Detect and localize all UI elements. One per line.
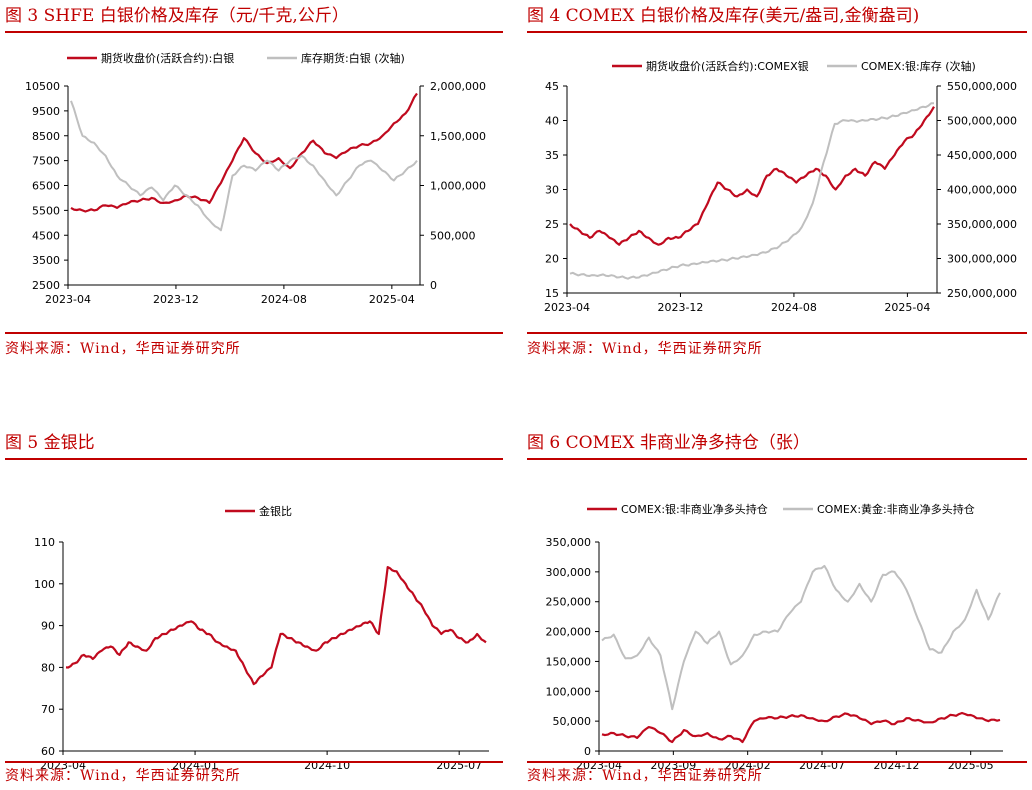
comex-net-long-chart: 0 50,000 100,000 150,000 200,000 250,000 300,0…	[546, 502, 1003, 772]
y2-tick-label: 1,500,000	[430, 130, 486, 143]
y-tick-label: 300,000	[546, 566, 592, 579]
y-tick-label: 100	[34, 578, 55, 591]
y2-tick-label: 550,000,000	[947, 80, 1017, 93]
y2-tick-label: 250,000,000	[947, 287, 1017, 300]
y-tick-label: 100,000	[546, 685, 592, 698]
chart-title: 图 6 COMEX 非商业净多持仓（张）	[527, 433, 810, 453]
y2-tick-label: 450,000,000	[947, 149, 1017, 162]
y-tick-label: 110	[34, 536, 55, 549]
y2-tick-label: 400,000,000	[947, 184, 1017, 197]
x-tick-label: 2023-12	[153, 293, 199, 306]
y-tick-label: 0	[584, 745, 591, 758]
source-note: 资料来源：Wind，华西证券研究所	[5, 341, 241, 357]
y-tick-label: 3500	[32, 254, 60, 267]
y-tick-label: 70	[41, 703, 55, 716]
title-underline	[527, 31, 1027, 33]
title-underline	[5, 458, 503, 460]
x-tick-label: 2024-08	[261, 293, 307, 306]
y-tick-label: 5500	[32, 204, 60, 217]
y-tick-label: 50,000	[553, 715, 592, 728]
y-tick-label: 4500	[32, 229, 60, 242]
y-tick-label: 35	[545, 149, 559, 162]
y-tick-label: 80	[41, 661, 55, 674]
y-tick-label: 20	[545, 253, 559, 266]
legend-label-0: COMEX:银:非商业净多头持仓	[621, 502, 768, 516]
y-tick-label: 40	[545, 115, 559, 128]
source-divider	[527, 332, 1027, 334]
x-tick-label: 2024-08	[771, 301, 817, 314]
y2-tick-label: 300,000,000	[947, 253, 1017, 266]
chart-panel-3: 图 3 SHFE 白银价格及库存（元/千克,公斤） 2500 3500 4500 55…	[5, 4, 503, 364]
y2-tick-label: 500,000,000	[947, 115, 1017, 128]
legend-label-0: 期货收盘价(活跃合约):白银	[101, 51, 234, 65]
source-note: 资料来源：Wind，华西证券研究所	[527, 768, 763, 784]
chart-title: 图 5 金银比	[5, 433, 95, 453]
shfe-silver-chart: 2500 3500 4500 5500 6500 7500 8500 9500 10500 0 50…	[25, 51, 486, 306]
y-tick-label: 45	[545, 80, 559, 93]
y-tick-label: 250,000	[546, 596, 592, 609]
x-tick-label: 2023-04	[45, 293, 91, 306]
series-line-0	[601, 711, 1001, 744]
series-line-1	[601, 564, 1001, 711]
chart-title: 图 3 SHFE 白银价格及库存（元/千克,公斤）	[5, 6, 349, 26]
y-tick-label: 350,000	[546, 536, 592, 549]
legend-label-1: 库存期货:白银 (次轴)	[301, 51, 405, 65]
y-tick-label: 9500	[32, 105, 60, 118]
y2-tick-label: 2,000,000	[430, 80, 486, 93]
y-tick-label: 60	[41, 745, 55, 758]
title-underline	[5, 31, 503, 33]
x-tick-label: 2025-04	[369, 293, 415, 306]
series-line-0	[569, 106, 935, 246]
y2-tick-label: 1,000,000	[430, 180, 486, 193]
series-line-0	[65, 565, 487, 686]
chart-panel-4: 图 4 COMEX 白银价格及库存(美元/盎司,金衡盎司) 15 20 25 30 35…	[527, 4, 1027, 364]
series-line-0	[70, 92, 418, 213]
y-tick-label: 25	[545, 218, 559, 231]
y-tick-label: 7500	[32, 155, 60, 168]
source-divider	[5, 761, 503, 763]
series-line-1	[70, 100, 418, 232]
x-tick-label: 2023-12	[657, 301, 703, 314]
legend-label-1: COMEX:黄金:非商业净多头持仓	[817, 502, 975, 516]
chart-panel-5: 图 5 金银比 60 70 80 90 100 110 2023-04 2024-01 2024…	[5, 431, 503, 790]
y-tick-label: 30	[545, 184, 559, 197]
y-tick-label: 200,000	[546, 626, 592, 639]
y-tick-label: 10500	[25, 80, 60, 93]
x-tick-label: 2023-04	[544, 301, 590, 314]
y2-tick-label: 500,000	[430, 229, 476, 242]
source-note: 资料来源：Wind，华西证券研究所	[527, 341, 763, 357]
y2-tick-label: 0	[430, 279, 437, 292]
y2-tick-label: 350,000,000	[947, 218, 1017, 231]
y-tick-label: 15	[545, 287, 559, 300]
comex-silver-chart: 15 20 25 30 35 40 45 250,000,000 300,000,000 350,…	[544, 59, 1017, 314]
series-line-1	[569, 102, 934, 280]
x-tick-label: 2025-04	[884, 301, 930, 314]
legend-label-0: 金银比	[259, 504, 292, 518]
source-divider	[527, 761, 1027, 763]
chart-panel-6: 图 6 COMEX 非商业净多持仓（张） 0 50,000 100,000 150,0…	[527, 431, 1027, 790]
y-tick-label: 90	[41, 620, 55, 633]
source-note: 资料来源：Wind，华西证券研究所	[5, 768, 241, 784]
chart-title: 图 4 COMEX 白银价格及库存(美元/盎司,金衡盎司)	[527, 6, 920, 26]
y-tick-label: 2500	[32, 279, 60, 292]
legend-label-0: 期货收盘价(活跃合约):COMEX银	[646, 59, 809, 73]
y-tick-label: 8500	[32, 130, 60, 143]
title-underline	[527, 458, 1027, 460]
y-tick-label: 150,000	[546, 655, 592, 668]
legend-label-1: COMEX:银:库存 (次轴)	[861, 59, 976, 73]
y-tick-label: 6500	[32, 180, 60, 193]
source-divider	[5, 332, 503, 334]
